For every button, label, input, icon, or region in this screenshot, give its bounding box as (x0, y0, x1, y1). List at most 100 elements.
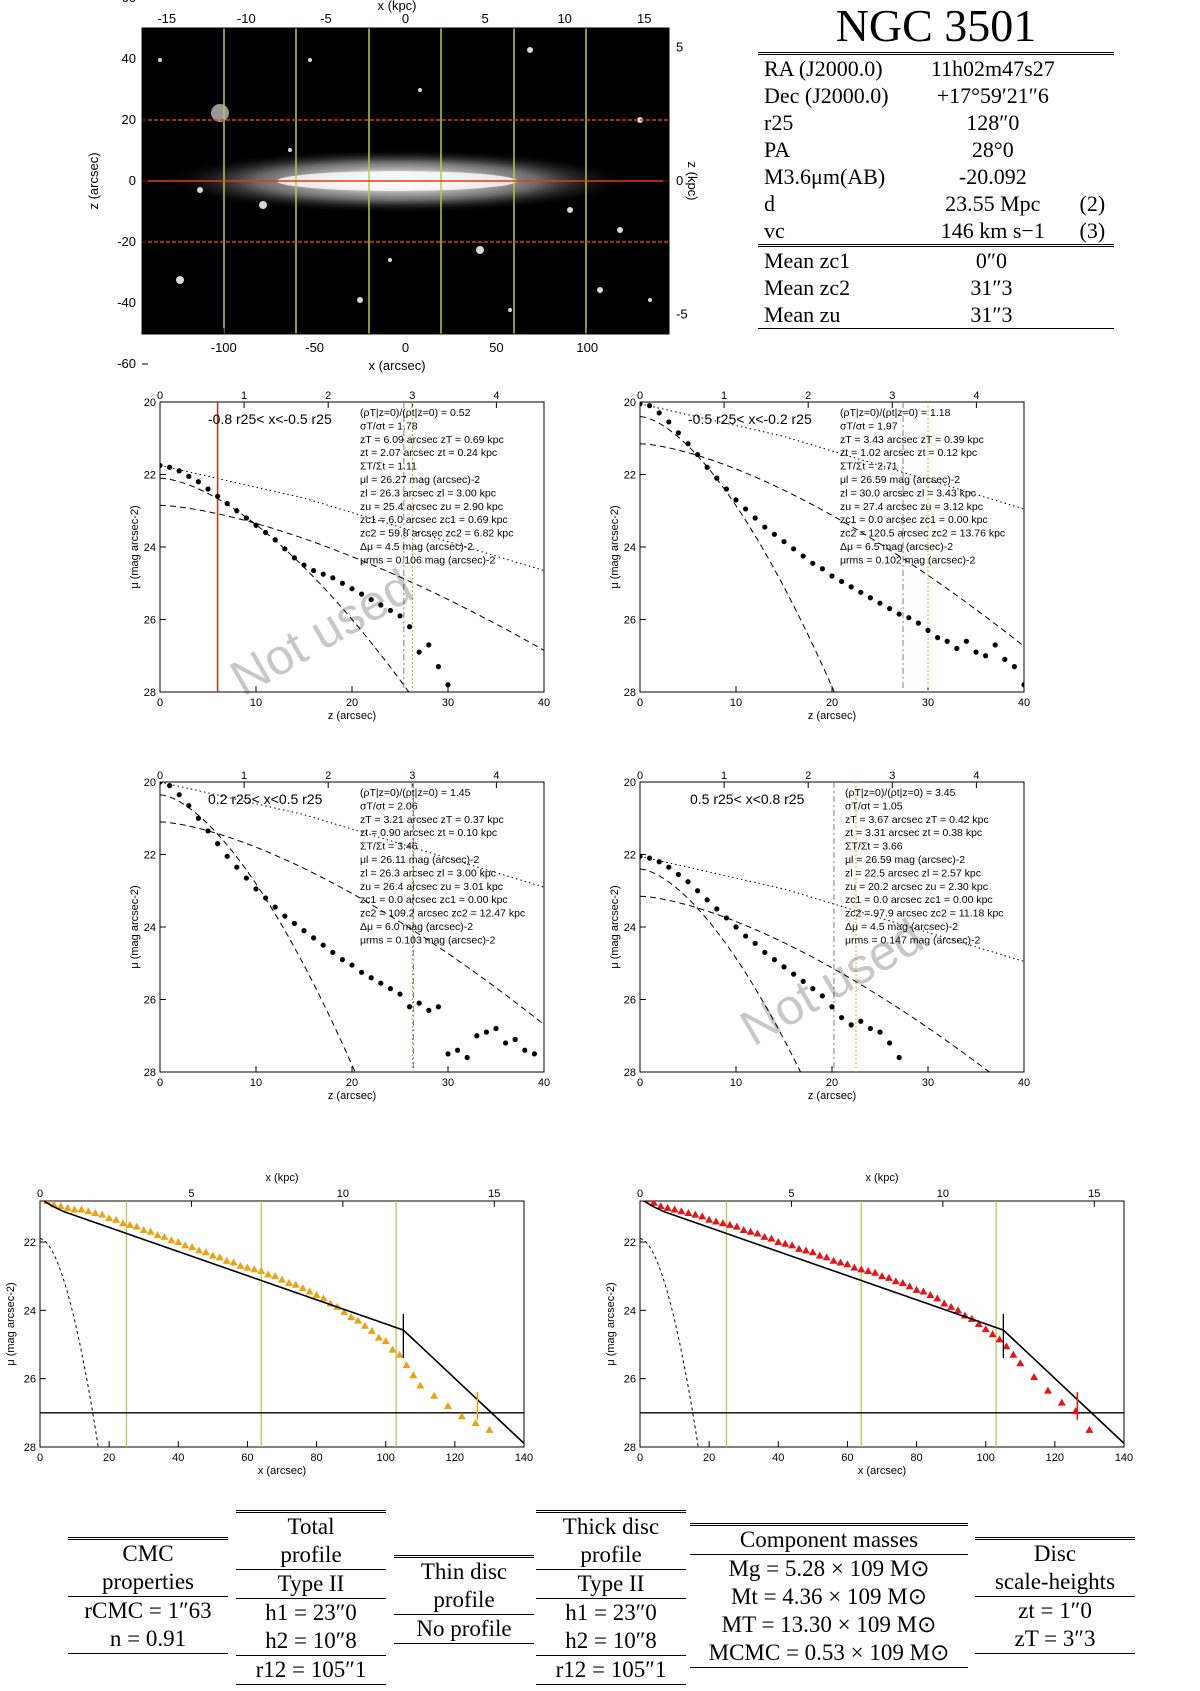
data-point (374, 1333, 383, 1341)
x-tick-label: 20 (703, 1452, 715, 1464)
data-point (877, 600, 883, 606)
top-tick-label: 1 (241, 390, 247, 402)
thin-title-1: Thin disc (420, 1559, 508, 1584)
data-point (666, 864, 672, 870)
data-point (84, 1207, 93, 1215)
property-reference (1071, 82, 1114, 109)
data-point (795, 1244, 804, 1252)
fit-parameter: zc1 = 0.0 arcsec zc1 = 0.00 kpc (360, 894, 508, 906)
fit-parameter: zu = 26.4 arcsec zu = 3.01 kpc (360, 881, 503, 893)
data-point (416, 649, 422, 655)
y-tick-label: 22 (24, 1237, 36, 1249)
fit-parameter: zc1 = 0.0 arcsec zc1 = 0.00 kpc (840, 514, 988, 526)
x-tick-label: 10 (250, 1077, 262, 1089)
top-tick-label: 2 (325, 770, 331, 782)
data-point (215, 493, 221, 499)
y-tick-label: 22 (144, 470, 156, 482)
data-point (815, 1251, 824, 1259)
data-point (898, 1279, 907, 1286)
x-tick-label: 40 (538, 1077, 550, 1089)
data-point (670, 1205, 679, 1213)
x-tick-label: 60 (841, 1452, 853, 1464)
top-tick-label: 0 (157, 390, 163, 402)
image-x-tick: 0 (402, 340, 409, 355)
data-point (271, 1272, 280, 1280)
x-tick-label: 20 (346, 697, 358, 709)
fit-parameter: (ρT|z=0)/(ρt|z=0) = 0.52 (360, 407, 471, 419)
data-point (416, 1000, 422, 1006)
y-tick-label: 26 (144, 995, 156, 1007)
galaxy-parameter-table: NGC 3501 RA (J2000.0) 11h02m47s27 Dec (J20… (758, 2, 1114, 329)
component-masses-table: Component masses Mg = 5.28 × 109 M⊙ Mt =… (690, 1523, 968, 1668)
cmc-radius: rCMC = 1″63 (84, 1598, 212, 1623)
x-tick-label: 60 (241, 1452, 253, 1464)
y-axis-label: μ (mag arcsec-2) (130, 885, 141, 968)
exponential-fit (42, 1201, 524, 1444)
thick-r12: r12 = 105″1 (555, 1657, 667, 1682)
data-point (139, 1226, 148, 1234)
fit-parameter: zu = 25.4 arcsec zu = 2.90 kpc (360, 501, 503, 513)
data-point (647, 855, 653, 861)
data-point (167, 464, 173, 470)
total-h2: h2 = 10″8 (265, 1628, 357, 1653)
y-tick-label: 20 (144, 777, 156, 789)
data-point (774, 1238, 783, 1245)
data-point (445, 1051, 451, 1057)
data-point (810, 986, 816, 992)
data-point (63, 1203, 72, 1211)
x-tick-label: 30 (442, 1077, 454, 1089)
data-point (77, 1205, 86, 1213)
data-point (272, 904, 278, 910)
data-point (243, 1263, 252, 1271)
property-reference (1071, 163, 1114, 190)
cmc-model (40, 1238, 99, 1447)
data-point (1071, 1407, 1080, 1415)
top-tick-label: 3 (409, 770, 415, 782)
data-point (339, 580, 345, 586)
data-point (725, 1220, 734, 1228)
data-point (278, 1275, 286, 1283)
data-point (430, 1391, 439, 1399)
data-point (146, 1227, 155, 1235)
fit-parameter: zc1 = 0.0 arcsec zc1 = 0.00 kpc (845, 894, 993, 906)
y-tick-label: 24 (624, 922, 636, 934)
fit-parameter: zu = 27.4 arcsec zu = 3.12 kpc (840, 501, 983, 513)
mean-value: 0″0 (975, 248, 1008, 273)
x-tick-label: 0 (157, 697, 163, 709)
y-tick-label: 24 (144, 542, 156, 554)
thin-disc-model (160, 794, 356, 1072)
cmc-sersic-index: n = 0.91 (109, 1626, 187, 1651)
data-point (723, 915, 729, 921)
data-point (963, 638, 969, 644)
property-label: d (764, 191, 775, 216)
data-point (320, 942, 326, 948)
x-tick-label: 120 (1046, 1452, 1064, 1464)
data-point (857, 1265, 866, 1273)
fit-parameter: σT/σt = 1.05 (845, 800, 903, 812)
data-point (388, 1345, 397, 1353)
data-point (387, 986, 393, 992)
x-axis-label: x (arcsec) (858, 1465, 906, 1477)
data-point (471, 1419, 480, 1427)
data-point (912, 1285, 921, 1293)
data-point (397, 991, 403, 997)
image-right-tick: 5 (676, 39, 683, 54)
fit-parameter: μrms = 0.106 mag (arcsec)-2 (360, 554, 495, 566)
data-point (368, 975, 374, 981)
y-axis-label: μ (mag arcsec-2) (130, 505, 141, 588)
data-point (347, 1313, 356, 1321)
data-point (752, 515, 758, 521)
data-point (718, 1219, 727, 1227)
x-axis-label: z (arcsec) (328, 710, 376, 722)
x-tick-label: 20 (826, 1077, 838, 1089)
data-point (360, 1321, 369, 1329)
x-tick-label: 10 (730, 1077, 742, 1089)
data-point (291, 555, 297, 561)
data-point (698, 1212, 707, 1220)
data-point (340, 1308, 349, 1316)
mean-label: Mean zc2 (764, 275, 851, 300)
data-point (284, 1279, 293, 1286)
thin-disc-model (160, 477, 410, 692)
y-tick-label: 28 (24, 1442, 36, 1454)
